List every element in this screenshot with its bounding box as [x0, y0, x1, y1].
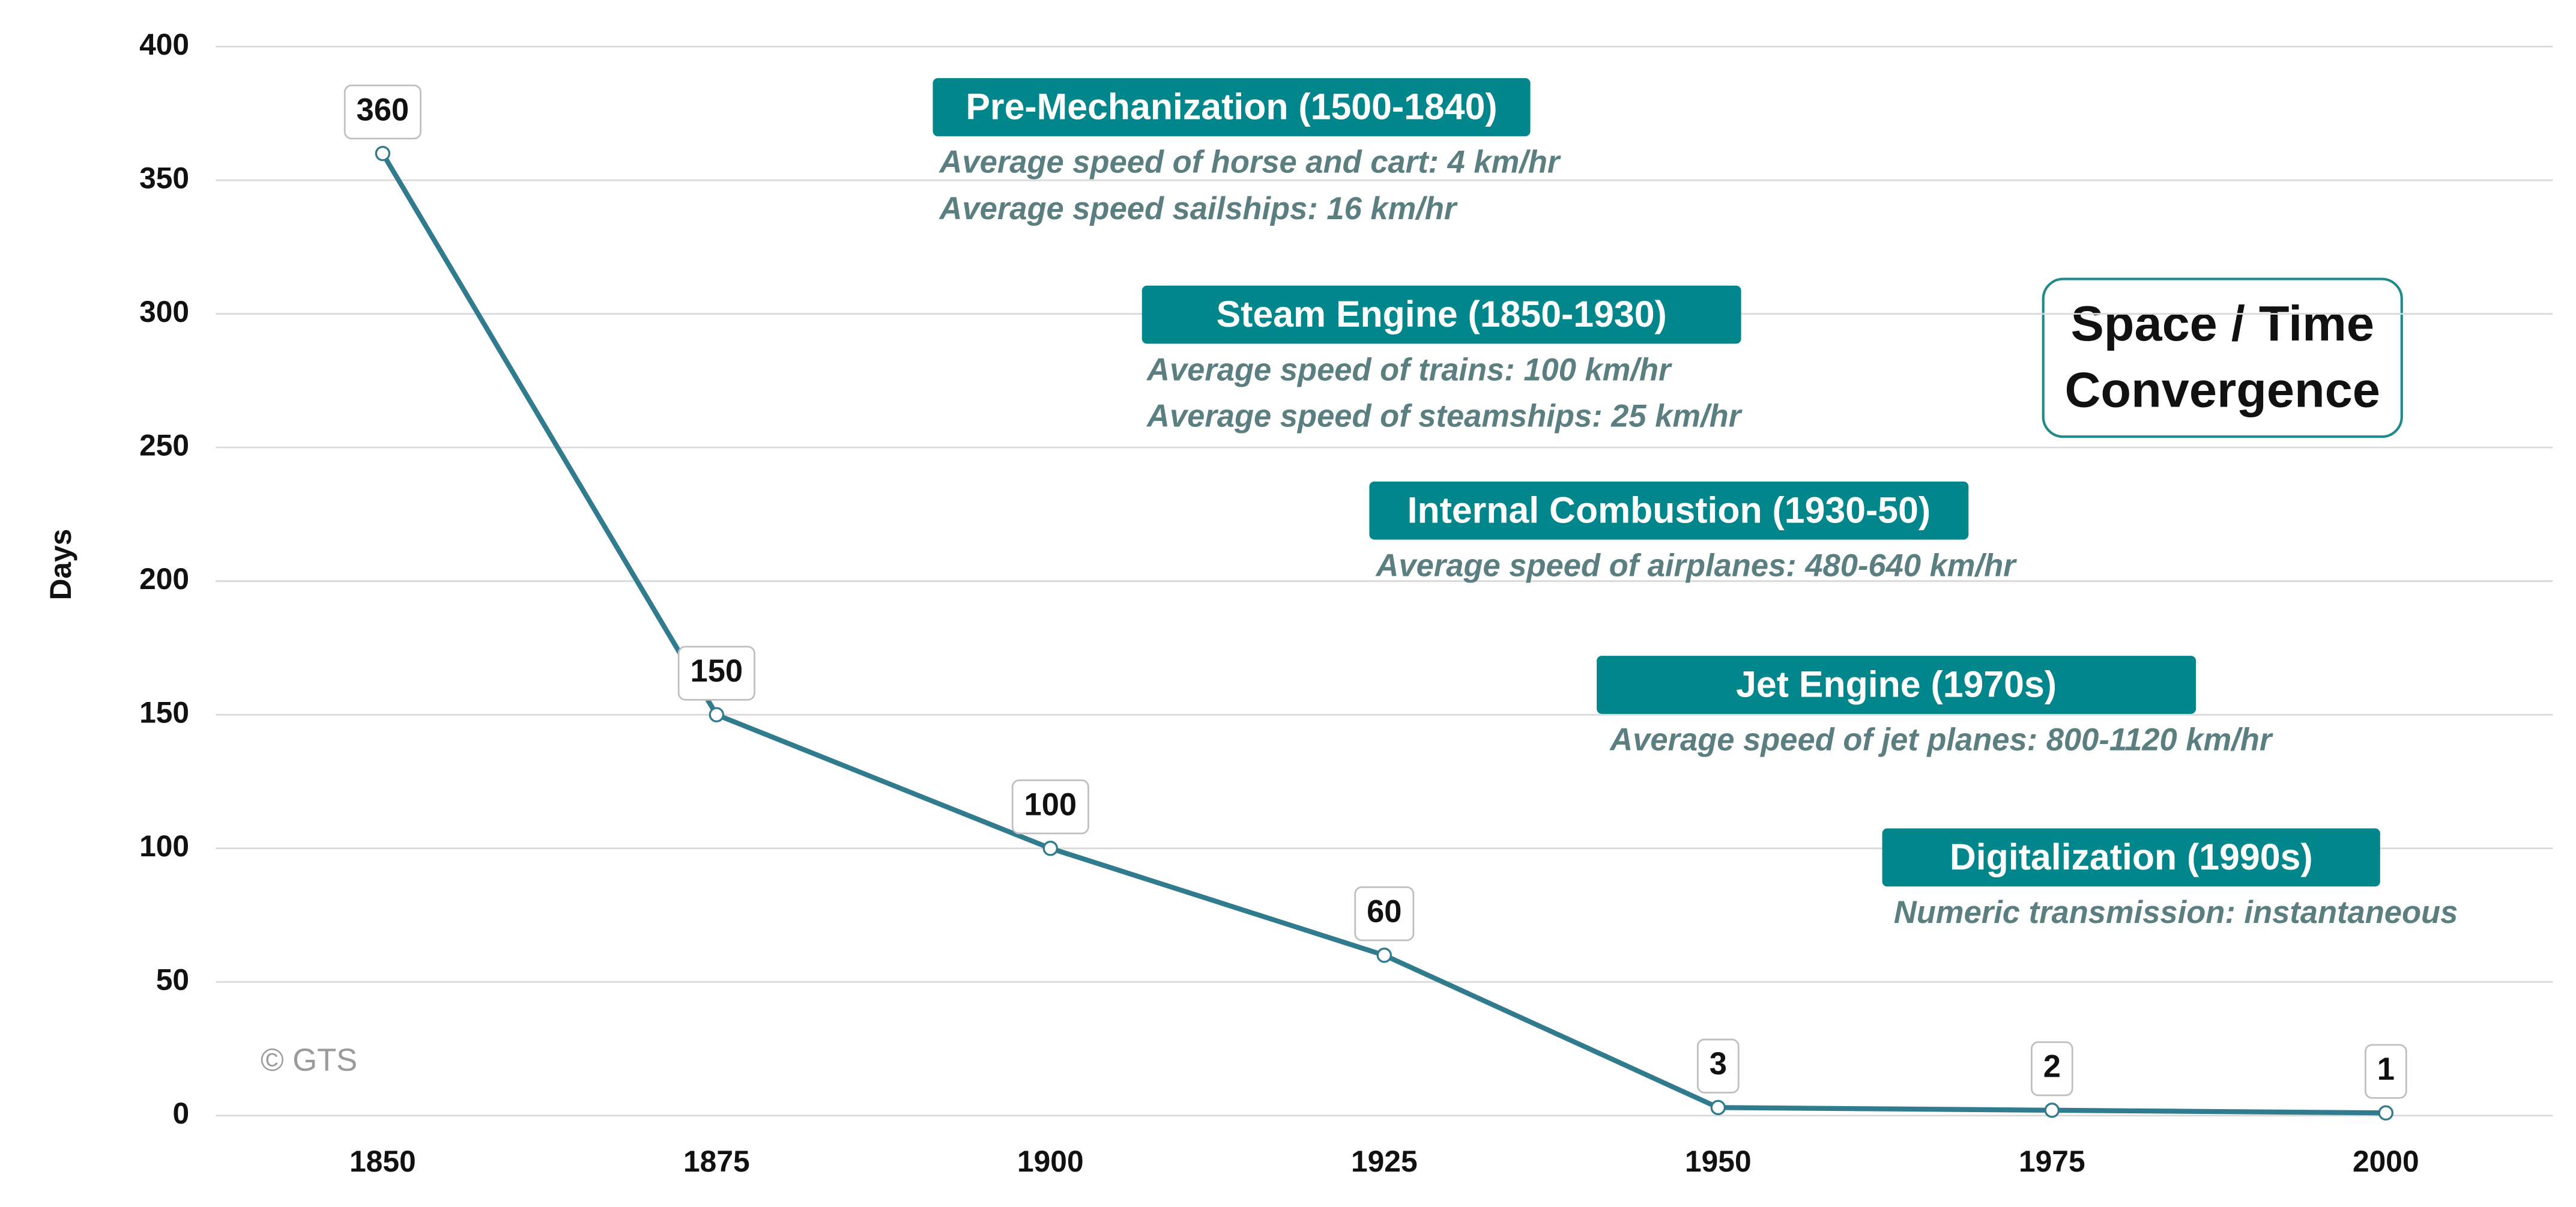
point — [1376, 948, 1392, 963]
data-label-box — [1354, 886, 1415, 942]
x-tick-label: 1850 — [349, 1145, 416, 1178]
annotation-box — [1369, 481, 1969, 540]
data-label-text: 100 — [1024, 787, 1077, 822]
annotation-line: Average speed of jet planes: 800-1120 km… — [1609, 722, 2273, 758]
annotation-box — [933, 78, 1531, 136]
annotation-box — [1597, 656, 2197, 714]
annotation-box — [1882, 828, 2380, 887]
x-tick-label: 1950 — [1685, 1145, 1752, 1178]
data-label-box — [677, 646, 755, 701]
data-label-text: 2 — [2043, 1049, 2061, 1084]
annotation-title: Pre-Mechanization (1500-1840) — [966, 86, 1497, 127]
annotation-line: Average speed sailships: 16 km/hr — [939, 191, 1458, 226]
y-tick-label: 350 — [139, 161, 189, 195]
point — [709, 707, 725, 722]
annotation-title: Digitalization (1990s) — [1950, 836, 2313, 877]
point — [1710, 1100, 1726, 1116]
x-tick-label: 2000 — [2353, 1145, 2419, 1178]
annotation-title: Internal Combustion (1930-50) — [1407, 489, 1931, 530]
annotation-line: Numeric transmission: instantaneous — [1894, 895, 2458, 930]
data-label-box — [1011, 779, 1089, 835]
x-tick-label: 1875 — [683, 1145, 750, 1178]
annotation-title: Steam Engine (1850-1930) — [1217, 294, 1667, 334]
annotation-box — [1141, 285, 1741, 344]
y-tick-label: 250 — [139, 428, 189, 462]
title-wrap: Space / Time Convergence — [2064, 296, 2380, 418]
data-label-text: 60 — [1367, 894, 1401, 929]
point — [375, 145, 391, 162]
y-tick-label: 200 — [139, 562, 189, 596]
annotation-line: Average speed of trains: 100 km/hr — [1146, 352, 1672, 387]
data-label: 360 — [343, 84, 422, 140]
y-tick-label: 0 — [172, 1097, 189, 1130]
data-label-box — [1696, 1038, 1740, 1094]
chart-title: Space / Time Convergence — [2064, 296, 2380, 418]
data-label: 3 — [1696, 1038, 1740, 1094]
annotation-line: Average speed of steamships: 25 km/hr — [1146, 399, 1743, 434]
data-label-text: 150 — [691, 653, 743, 689]
data-label-text: 1 — [2377, 1051, 2395, 1087]
y-tick-label: 100 — [139, 829, 189, 863]
point — [2044, 1103, 2060, 1118]
data-label: 100 — [1011, 779, 1089, 835]
annotation-line: Average speed of horse and cart: 4 km/hr — [939, 145, 1561, 180]
y-tick-label: 150 — [139, 695, 189, 729]
data-label: 150 — [677, 646, 755, 701]
title-box — [2042, 277, 2403, 438]
point — [1042, 841, 1059, 856]
x-tick-label: 1925 — [1351, 1145, 1418, 1178]
data-label-box — [343, 84, 422, 140]
point — [2378, 1105, 2394, 1121]
x-tick-label: 1900 — [1017, 1145, 1084, 1178]
data-label-text: 360 — [357, 92, 410, 127]
annotation-line: Average speed of airplanes: 480-640 km/h… — [1375, 548, 2018, 583]
data-label: 2 — [2030, 1041, 2073, 1097]
data-label-box — [2030, 1041, 2073, 1097]
y-tick-label: 50 — [156, 963, 189, 996]
y-axis-label: Days — [44, 529, 77, 600]
data-label-text: 3 — [1710, 1046, 1727, 1081]
y-tick-label: 300 — [139, 295, 189, 328]
data-label: 1 — [2364, 1044, 2407, 1099]
annotation-title: Jet Engine (1970s) — [1736, 664, 2057, 705]
data-label-box — [2364, 1044, 2407, 1099]
data-label: 60 — [1354, 886, 1415, 942]
source: © GTS — [261, 1042, 357, 1078]
x-tick-label: 1975 — [2019, 1145, 2085, 1178]
y-tick-label: 400 — [139, 28, 189, 61]
